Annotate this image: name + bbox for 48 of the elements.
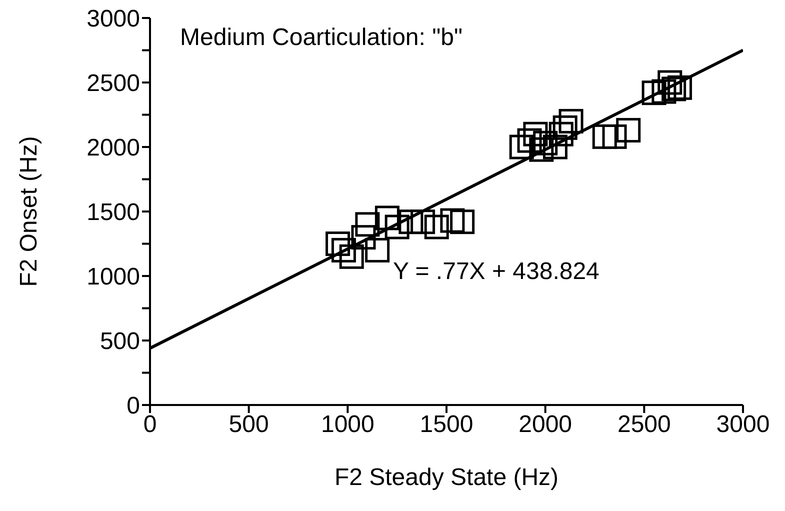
point [410,210,436,234]
x-axis-title: F2 Steady State (Hz) [334,464,559,491]
point [331,238,356,262]
point [326,232,350,256]
point [523,122,548,146]
point [662,76,686,102]
point [517,128,542,153]
point [529,137,554,162]
y-tick-label: 1500 [86,199,140,226]
point [374,206,400,230]
point [355,212,380,237]
point [558,108,584,134]
y-tick-label: 500 [100,328,140,356]
point [542,134,568,160]
y-tick-label: 2000 [86,134,140,162]
x-tick-label: 1000 [320,411,374,438]
x-tick-label: 3000 [716,411,770,438]
y-tick-label: 0 [126,392,140,420]
point [450,210,475,234]
annotation: Y = .77X + 438.824 [393,258,600,286]
point [602,124,627,149]
x-tick-label: 0 [143,411,157,438]
x-tick-label: 1500 [420,411,474,438]
y-tick-label: 2500 [86,70,140,98]
annotation: Medium Coarticulation: "b" [180,24,462,52]
point [552,115,578,140]
point [365,238,390,262]
point [533,130,558,156]
point [616,118,641,142]
y-axis-title: F2 Onset (Hz) [16,136,43,287]
x-tick-label: 2500 [617,411,671,438]
point [384,214,410,240]
x-tick-label: 2000 [518,411,572,438]
y-tick-label: 3000 [86,6,140,33]
point [658,70,682,95]
y-tick-label: 1000 [86,264,140,291]
point [351,225,376,250]
point [592,124,617,149]
point [440,208,465,233]
point [642,80,666,106]
point [339,244,364,269]
x-tick-label: 500 [228,411,269,438]
point [424,214,449,240]
point [652,79,676,104]
point [548,122,574,146]
point [509,134,534,160]
point [667,75,692,100]
point [398,210,424,234]
